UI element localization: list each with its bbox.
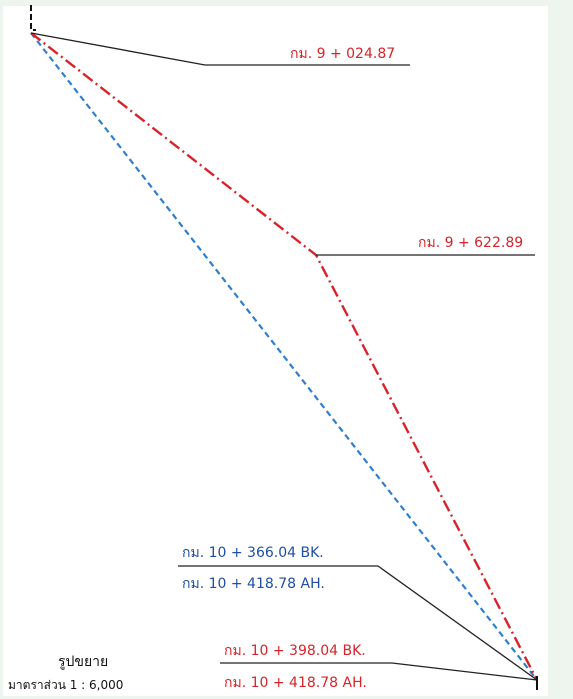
- leader-km-9-024: [30, 32, 410, 66]
- label-km-10-366-bk: กม. 10 + 366.04 BK.: [182, 545, 324, 561]
- label-km-9-622: กม. 9 + 622.89: [418, 235, 524, 251]
- legend-scale: มาตราส่วน 1 : 6,000: [8, 678, 124, 692]
- blue-dashed-alignment: [30, 32, 538, 681]
- label-km-10-418-ah-red: กม. 10 + 418.78 AH.: [224, 675, 367, 691]
- drawing-sheet: [3, 6, 548, 696]
- leader-km-10-366: [377, 565, 538, 681]
- start-station-mark: [30, 5, 36, 31]
- legend-title: รูปขยาย: [58, 654, 109, 670]
- label-km-10-418-ah-blue: กม. 10 + 418.78 AH.: [182, 576, 325, 592]
- label-km-9-024: กม. 9 + 024.87: [290, 46, 396, 62]
- label-km-10-398-bk: กม. 10 + 398.04 BK.: [224, 643, 366, 659]
- leader-km-10-398: [391, 662, 538, 681]
